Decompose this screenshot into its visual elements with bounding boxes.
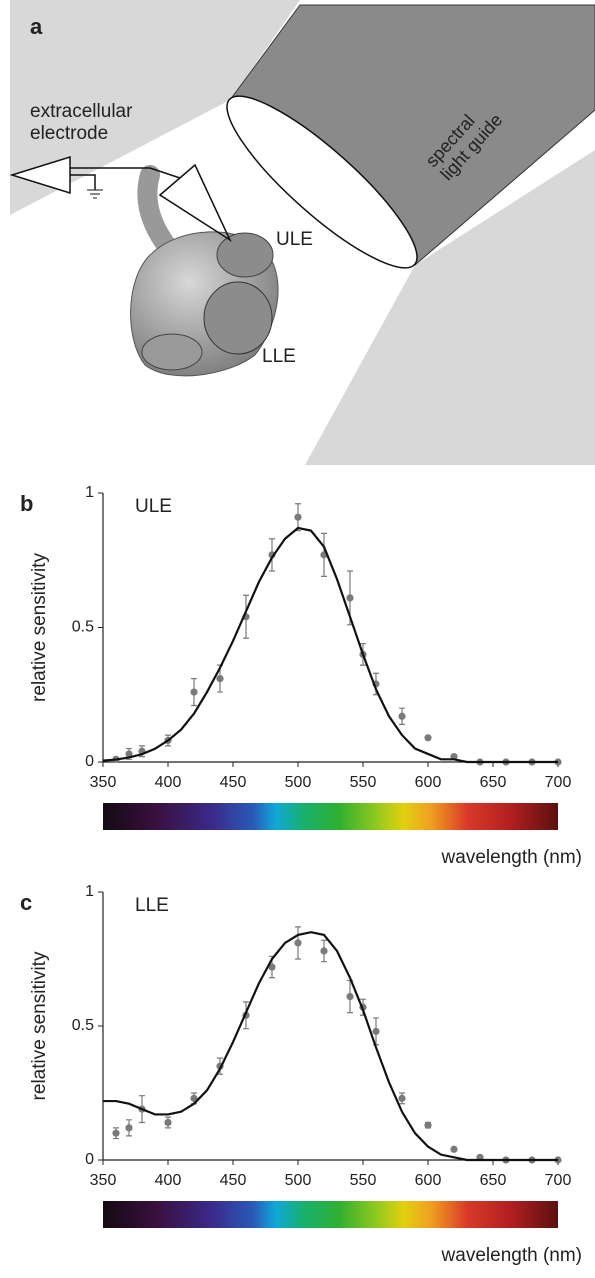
label: LLE: [262, 346, 296, 367]
pipette: [158, 163, 232, 243]
x-tick-label: 600: [415, 774, 442, 791]
y-tick-label: 0: [85, 753, 94, 770]
data-point: [112, 1129, 120, 1137]
y-axis-label: relative sensitivity: [29, 553, 50, 702]
x-tick-label: 700: [545, 774, 572, 791]
x-tick-label: 400: [155, 1172, 182, 1189]
panel-a: a extracellular electrode spectral light…: [9, 0, 595, 465]
panel-label: a: [30, 14, 43, 39]
data-point: [424, 734, 432, 742]
x-axis-label: wavelength (nm): [441, 847, 582, 868]
label: ULE: [276, 229, 313, 250]
ule-eye: [216, 232, 274, 278]
data-point: [372, 1027, 380, 1035]
data-point: [125, 1124, 133, 1132]
light-area: [10, 0, 300, 215]
data-point: [320, 947, 328, 955]
color-bar: [103, 803, 558, 830]
y-tick-label: 0.5: [72, 619, 94, 636]
data-point: [125, 750, 133, 758]
ground-wire: [70, 174, 96, 190]
x-tick-label: 350: [90, 1172, 117, 1189]
lle-eye: [203, 281, 273, 355]
annotation: LLE: [135, 895, 169, 916]
x-tick-label: 550: [350, 774, 377, 791]
data-point: [398, 1094, 406, 1102]
data-point: [424, 1121, 432, 1129]
label: extracellular: [30, 101, 133, 122]
y-axis-label: relative sensitivity: [29, 951, 50, 1100]
x-tick-label: 500: [285, 1172, 312, 1189]
eye: [141, 333, 203, 371]
color-bar: [103, 1201, 558, 1228]
y-tick-label: 0: [85, 1151, 94, 1168]
annotation: ULE: [135, 496, 172, 517]
data-point: [346, 594, 354, 602]
light-guide-end: [226, 95, 418, 269]
data-point: [190, 1094, 198, 1102]
x-tick-label: 450: [220, 774, 247, 791]
fit-line: [102, 526, 558, 764]
label: electrode: [30, 123, 108, 144]
x-tick-label: 350: [90, 774, 117, 791]
data-point: [190, 688, 198, 696]
x-tick-label: 500: [285, 774, 312, 791]
data-point: [346, 992, 354, 1001]
data-point: [294, 939, 302, 947]
data-point: [450, 1145, 458, 1153]
data-point: [268, 963, 276, 971]
y-tick-label: 1: [85, 883, 94, 900]
x-tick-label: 600: [415, 1172, 442, 1189]
y-tick-label: 0.5: [72, 1017, 94, 1034]
x-axis-label: wavelength (nm): [441, 1245, 582, 1266]
data-point: [164, 1118, 172, 1127]
wire: [70, 167, 181, 179]
y-tick-label: 1: [85, 484, 94, 501]
x-tick-label: 700: [545, 1172, 572, 1189]
data-point: [216, 675, 224, 683]
x-tick-label: 550: [350, 1172, 377, 1189]
light-area: [305, 150, 595, 465]
panel-label: c: [20, 890, 32, 915]
fit-line: [103, 931, 558, 1162]
data-point: [294, 513, 302, 521]
panel-label: b: [20, 491, 33, 516]
x-tick-label: 450: [220, 1172, 247, 1189]
x-tick-label: 650: [480, 774, 507, 791]
x-tick-label: 650: [480, 1172, 507, 1189]
data-point: [398, 712, 406, 720]
x-tick-label: 400: [155, 774, 182, 791]
